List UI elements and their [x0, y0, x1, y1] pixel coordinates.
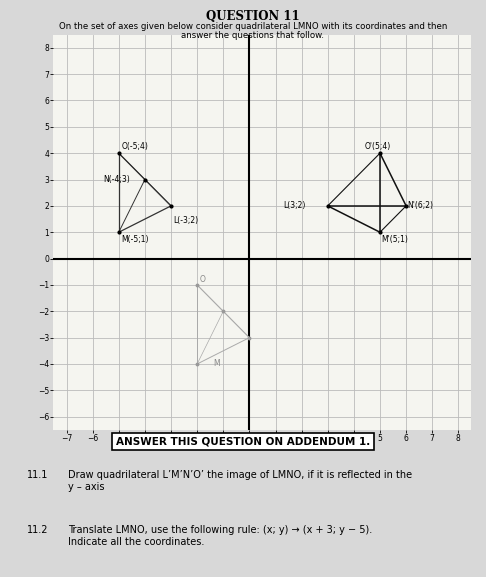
Text: 11.2: 11.2 — [27, 525, 48, 535]
Text: Translate LMNO, use the following rule: (x; y) → (x + 3; y − 5).
Indicate all th: Translate LMNO, use the following rule: … — [68, 525, 372, 546]
Text: O'(5;4): O'(5;4) — [364, 141, 391, 151]
Text: M'(5;1): M'(5;1) — [382, 235, 408, 244]
Text: ANSWER THIS QUESTION ON ADDENDUM 1.: ANSWER THIS QUESTION ON ADDENDUM 1. — [116, 437, 370, 447]
Text: L(-3;2): L(-3;2) — [174, 216, 199, 226]
Text: answer the questions that follow.: answer the questions that follow. — [181, 31, 324, 40]
Text: O: O — [200, 275, 206, 284]
Text: N(-4;3): N(-4;3) — [103, 175, 130, 184]
Text: QUESTION 11: QUESTION 11 — [206, 10, 299, 24]
Text: N'(6;2): N'(6;2) — [407, 201, 434, 211]
Text: Draw quadrilateral L’M’N’O’ the image of LMNO, if it is reflected in the
y – axi: Draw quadrilateral L’M’N’O’ the image of… — [68, 470, 412, 492]
Text: M(-5;1): M(-5;1) — [122, 235, 149, 244]
Text: 11.1: 11.1 — [27, 470, 48, 480]
Text: O(-5;4): O(-5;4) — [122, 141, 148, 151]
Text: M: M — [213, 359, 220, 369]
Text: L(3;2): L(3;2) — [283, 201, 306, 211]
Text: On the set of axes given below consider quadrilateral LMNO with its coordinates : On the set of axes given below consider … — [58, 22, 447, 31]
